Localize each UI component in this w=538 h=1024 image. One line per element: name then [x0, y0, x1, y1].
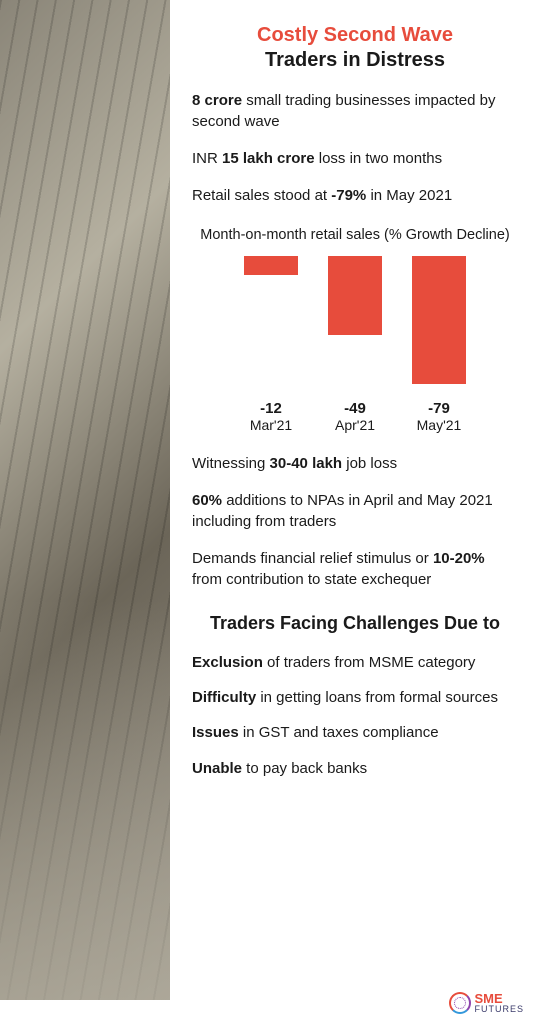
hero-photo: [0, 0, 170, 1000]
sme-futures-logo: SME FUTURES: [449, 992, 525, 1014]
challenge-item: Exclusion of traders from MSME category: [192, 653, 518, 673]
challenge-item: Issues in GST and taxes compliance: [192, 723, 518, 743]
challenges-list: Exclusion of traders from MSME category D…: [192, 653, 518, 794]
chart-labels: -12Mar'21 -49Apr'21 -79May'21: [192, 400, 518, 433]
challenges-subtitle: Traders Facing Challenges Due to: [192, 612, 518, 635]
chart-bar: [412, 256, 466, 384]
challenge-item: Difficulty in getting loans from formal …: [192, 688, 518, 708]
logo-line2: FUTURES: [475, 1005, 525, 1014]
stats-list: 8 crore small trading businesses impacte…: [192, 90, 518, 222]
retail-sales-chart: [192, 256, 518, 396]
logo-text: SME FUTURES: [475, 992, 525, 1014]
chart-bar: [328, 256, 382, 335]
stat-line: INR 15 lakh crore loss in two months: [192, 148, 518, 169]
stat-line: Retail sales stood at -79% in May 2021: [192, 185, 518, 206]
title-black: Traders in Distress: [192, 49, 518, 72]
infographic-content: Costly Second Wave Traders in Distress 8…: [170, 0, 538, 1024]
logo-icon: [449, 992, 471, 1014]
stat-line: Witnessing 30-40 lakh job loss: [192, 453, 518, 474]
stat-line: Demands financial relief stimulus or 10-…: [192, 548, 518, 590]
challenge-item: Unable to pay back banks: [192, 759, 518, 779]
stats-list-2: Witnessing 30-40 lakh job loss 60% additi…: [192, 453, 518, 606]
title-red: Costly Second Wave: [192, 24, 518, 47]
chart-label: -49Apr'21: [328, 400, 382, 433]
chart-bar: [244, 256, 298, 275]
chart-title: Month-on-month retail sales (% Growth De…: [192, 226, 518, 246]
stat-line: 8 crore small trading businesses impacte…: [192, 90, 518, 132]
chart-label: -12Mar'21: [244, 400, 298, 433]
stat-line: 60% additions to NPAs in April and May 2…: [192, 490, 518, 532]
chart-label: -79May'21: [412, 400, 466, 433]
